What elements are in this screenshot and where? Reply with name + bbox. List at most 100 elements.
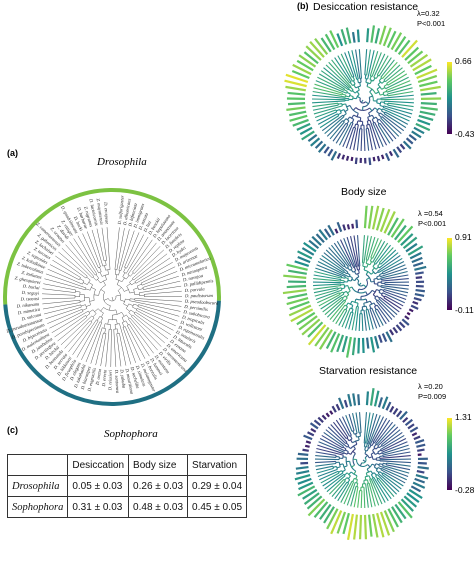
trait-bar (407, 423, 415, 430)
tree-branch (367, 116, 370, 121)
trait-bar (314, 37, 329, 55)
tree-branch (99, 267, 102, 272)
tree-branch (369, 257, 373, 262)
trait-bar (414, 292, 425, 298)
tree-branch (341, 307, 351, 328)
tree-branch (123, 303, 128, 307)
tree-branch (82, 308, 87, 311)
tree-branch (126, 286, 130, 294)
tree-branch (313, 105, 343, 115)
trait-bar (408, 308, 414, 313)
tree-branch (348, 312, 354, 330)
tree-branch (125, 298, 130, 300)
tree-branch (381, 277, 409, 282)
tree-branch (106, 227, 111, 270)
tree-branch (382, 444, 409, 455)
tree-branch (326, 120, 344, 137)
table-cell: 0.45 ± 0.05 (187, 496, 248, 518)
tree-branch (101, 227, 107, 261)
trait-bar (418, 114, 434, 121)
tree-branch (351, 300, 359, 304)
species-label: D. seguyi (21, 290, 40, 296)
tree-branch (367, 50, 375, 80)
tree-branch (327, 426, 347, 445)
tree-branch (351, 464, 355, 468)
tree-branch (104, 265, 106, 271)
tree-branch (88, 309, 94, 313)
trait-bar (308, 239, 320, 250)
tree-branch (79, 278, 85, 282)
tree-branch (380, 117, 400, 137)
species-label: D. navojoa (181, 273, 204, 283)
tree-branch (386, 462, 411, 467)
tree-branch (320, 70, 349, 91)
tree-branch (355, 306, 359, 331)
tree-branch (312, 102, 339, 108)
tree-branch (131, 316, 162, 347)
tree-branch (378, 445, 383, 449)
tree-branch (93, 294, 99, 296)
tree-branch (115, 294, 121, 297)
tree-branch (357, 86, 360, 91)
trait-bar (416, 68, 438, 79)
trait-bar (411, 256, 423, 264)
tree-branch (343, 89, 348, 92)
species-label: D. vulcana (20, 312, 42, 322)
tree-branch (367, 415, 381, 448)
trait-bar (317, 416, 324, 423)
tree-branch (342, 469, 346, 473)
title-body-size: Body size (341, 186, 387, 198)
tree-branch (364, 446, 366, 451)
tree-branch (369, 308, 378, 329)
tree-branch (360, 490, 363, 508)
trait-bar (358, 514, 363, 540)
tree-branch (340, 109, 345, 112)
tree-branch (369, 300, 373, 305)
tree-branch (374, 297, 378, 301)
tree-branch (380, 249, 397, 265)
table-cell: 0.26 ± 0.03 (128, 475, 189, 497)
tree-branch (372, 239, 383, 259)
trait-bar (397, 225, 414, 244)
trait-bar (372, 156, 376, 162)
tree-branch (104, 275, 107, 280)
tree-branch (364, 412, 371, 444)
tree-branch (378, 57, 392, 77)
tree-branch (349, 236, 358, 267)
trait-bar (356, 29, 360, 43)
tree-branch (85, 304, 88, 309)
tree-branch (349, 81, 352, 84)
tree-branch (55, 255, 86, 279)
tree-branch (315, 80, 347, 94)
trait-bar (389, 405, 395, 413)
trait-bar (387, 508, 399, 528)
tree-branch (347, 290, 351, 294)
tree-branch (368, 475, 371, 480)
tree-branch (85, 288, 91, 291)
trait-bar (325, 331, 337, 350)
tree-branch (350, 307, 354, 310)
tree-branch (346, 91, 351, 95)
tree-branch (336, 466, 341, 469)
trait-bar (297, 485, 316, 497)
tree-branch (345, 294, 350, 298)
tree-branch (350, 277, 354, 282)
tree-branch (379, 93, 384, 96)
trait-bar (330, 150, 338, 161)
tree-branch (366, 49, 371, 76)
tree-branch (373, 277, 378, 280)
tree-branch (355, 107, 370, 111)
tree-branch (366, 263, 369, 268)
trait-bar (368, 157, 372, 166)
tree-branch (97, 279, 101, 284)
tree-branch (86, 304, 91, 307)
tree-branch (96, 278, 99, 281)
tree-root (358, 282, 362, 286)
tree-branch (363, 266, 366, 271)
tree-branch (373, 419, 391, 444)
tree-branch (374, 107, 379, 111)
tree-branch (370, 451, 375, 455)
tree-branch (373, 53, 386, 78)
tree-branch (345, 415, 353, 432)
tree-branch (355, 433, 358, 438)
